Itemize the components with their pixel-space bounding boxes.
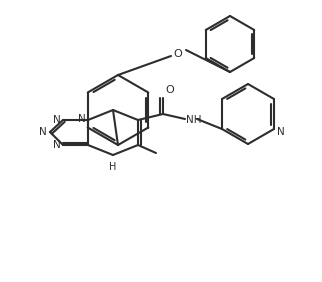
Text: N: N (39, 127, 47, 137)
Text: N: N (277, 127, 285, 137)
Text: N: N (78, 114, 86, 124)
Text: O: O (174, 49, 182, 59)
Text: H: H (109, 162, 117, 172)
Text: N: N (53, 115, 61, 125)
Text: NH: NH (186, 115, 202, 125)
Text: N: N (53, 140, 61, 150)
Text: O: O (165, 85, 174, 95)
